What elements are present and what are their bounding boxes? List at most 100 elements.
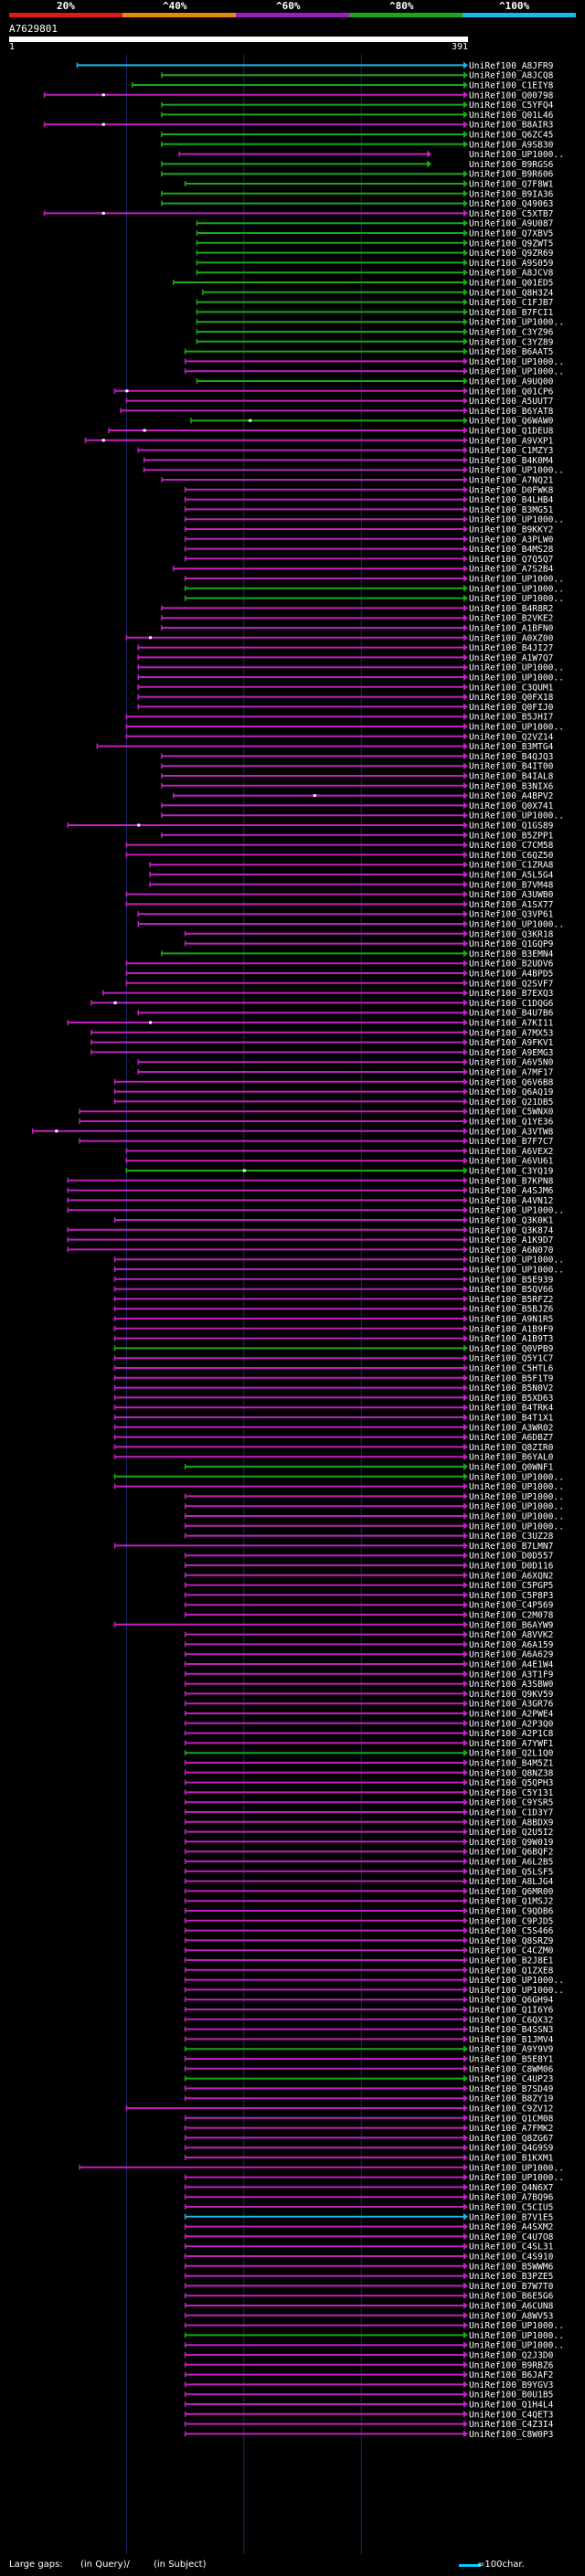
hit-row[interactable]: UniRef100_Q2U5I2 bbox=[184, 1828, 554, 1838]
hit-label[interactable]: UniRef100_Q1ZXE8 bbox=[469, 1966, 554, 1976]
hit-row[interactable]: UniRef100_Q2L1Q0 bbox=[184, 1749, 554, 1759]
hit-row[interactable]: UniRef100_C8WM06 bbox=[184, 2064, 554, 2074]
hit-label[interactable]: UniRef100_Q5Y1C7 bbox=[469, 1354, 554, 1364]
hit-row[interactable]: UniRef100_C1EIY8 bbox=[132, 81, 554, 91]
hit-row[interactable]: UniRef100_Q1DEU8 bbox=[108, 427, 554, 437]
hit-label[interactable]: UniRef100_Q8SRZ9 bbox=[469, 1936, 554, 1946]
hit-row[interactable]: UniRef100_Q6ZC45 bbox=[161, 131, 554, 141]
hit-label[interactable]: UniRef100_Q1I6Y6 bbox=[469, 2006, 554, 2016]
hit-row[interactable]: UniRef100_C5HTL6 bbox=[113, 1364, 554, 1374]
hit-row[interactable]: UniRef100_B6YAT8 bbox=[120, 407, 554, 417]
hit-row[interactable]: UniRef100_A9EMG3 bbox=[90, 1048, 554, 1058]
hit-label[interactable]: UniRef100_A6V5N0 bbox=[469, 1058, 554, 1068]
hit-label[interactable]: UniRef100_Q01CP6 bbox=[469, 387, 554, 397]
hit-label[interactable]: UniRef100_B4TRK4 bbox=[469, 1404, 554, 1414]
hit-label[interactable]: UniRef100_C2M078 bbox=[469, 1611, 554, 1621]
hit-label[interactable]: UniRef100_A8JCQ8 bbox=[469, 71, 554, 81]
hit-label[interactable]: UniRef100_Q6AQ19 bbox=[469, 1087, 554, 1097]
hit-label[interactable]: UniRef100_A8JFR9 bbox=[469, 61, 554, 71]
hit-row[interactable]: UniRef100_C4U7O8 bbox=[184, 2232, 554, 2242]
hit-label[interactable]: UniRef100_Q1GS89 bbox=[469, 822, 554, 832]
hit-label[interactable]: UniRef100_Q2VZ14 bbox=[469, 732, 554, 742]
hit-label[interactable]: UniRef100_A4SJM6 bbox=[469, 1186, 554, 1196]
hit-label[interactable]: UniRef100_A0XZ00 bbox=[469, 633, 554, 643]
hit-label[interactable]: UniRef100_A5L5G4 bbox=[469, 871, 554, 881]
hit-row[interactable]: UniRef100_C5S466 bbox=[184, 1926, 554, 1936]
hit-label[interactable]: UniRef100_A4BPD5 bbox=[469, 970, 553, 980]
hit-label[interactable]: UniRef100_B3MG51 bbox=[469, 505, 554, 515]
hit-row[interactable]: UniRef100_Q7XBV5 bbox=[196, 229, 553, 239]
hit-row[interactable]: UniRef100_C1DQG6 bbox=[90, 999, 554, 1009]
hit-row[interactable]: UniRef100_Q01L46 bbox=[161, 111, 554, 121]
hit-row[interactable]: UniRef100_A4BPV2 bbox=[172, 791, 554, 801]
hit-label[interactable]: UniRef100_A7FMK2 bbox=[469, 2124, 553, 2134]
hit-label[interactable]: UniRef100_C4CZM0 bbox=[469, 1946, 554, 1956]
hit-label[interactable]: UniRef100_UP1000.. bbox=[469, 2163, 564, 2173]
hit-label[interactable]: UniRef100_B8AIR3 bbox=[469, 121, 554, 131]
hit-row[interactable]: UniRef100_UP1000.. bbox=[137, 673, 564, 684]
hit-label[interactable]: UniRef100_B5N0V2 bbox=[469, 1383, 553, 1394]
hit-label[interactable]: UniRef100_Q3K0K1 bbox=[469, 1216, 554, 1226]
hit-label[interactable]: UniRef100_C3YQ19 bbox=[469, 1167, 554, 1177]
hit-label[interactable]: UniRef100_B4MS28 bbox=[469, 545, 554, 555]
hit-label[interactable]: UniRef100_Q1MSJ2 bbox=[469, 1897, 553, 1907]
hit-label[interactable]: UniRef100_C6QX32 bbox=[469, 2015, 553, 2025]
hit-row[interactable]: UniRef100_A8JFR9 bbox=[76, 61, 554, 71]
hit-row[interactable]: UniRef100_B9R606 bbox=[161, 170, 554, 180]
hit-row[interactable]: UniRef100_B7W7T0 bbox=[184, 2282, 554, 2292]
hit-label[interactable]: UniRef100_UP1000.. bbox=[469, 663, 564, 673]
hit-row[interactable]: UniRef100_Q2J3D0 bbox=[184, 2351, 554, 2361]
hit-label[interactable]: UniRef100_Q6BQF2 bbox=[469, 1848, 553, 1858]
hit-label[interactable]: UniRef100_A9U087 bbox=[469, 219, 554, 229]
hit-label[interactable]: UniRef100_UP1000.. bbox=[469, 1482, 564, 1492]
hit-label[interactable]: UniRef100_B5QV66 bbox=[469, 1285, 554, 1295]
hit-row[interactable]: UniRef100_B4TRK4 bbox=[113, 1404, 554, 1414]
hit-label[interactable]: UniRef100_C5WNX0 bbox=[469, 1108, 554, 1118]
hit-row[interactable]: UniRef100_UP1000.. bbox=[184, 2331, 564, 2341]
hit-row[interactable]: UniRef100_B4R8R2 bbox=[161, 604, 554, 614]
hit-label[interactable]: UniRef100_B5WWM6 bbox=[469, 2262, 554, 2272]
hit-row[interactable]: UniRef100_B6AYW9 bbox=[113, 1620, 554, 1630]
hit-row[interactable]: UniRef100_Q7Q5Q7 bbox=[184, 555, 554, 565]
hit-label[interactable]: UniRef100_A1SX77 bbox=[469, 900, 554, 910]
hit-label[interactable]: UniRef100_Q1YE36 bbox=[469, 1118, 554, 1128]
hit-row[interactable]: UniRef100_A3WR02 bbox=[113, 1423, 554, 1433]
hit-row[interactable]: UniRef100_B7KPN8 bbox=[67, 1176, 554, 1186]
hit-label[interactable]: UniRef100_A8WV53 bbox=[469, 2311, 554, 2321]
hit-row[interactable]: UniRef100_Q2SVF7 bbox=[125, 979, 554, 989]
hit-label[interactable]: UniRef100_A6L2B5 bbox=[469, 1858, 553, 1868]
hit-label[interactable]: UniRef100_C3YZ89 bbox=[469, 337, 554, 347]
hit-label[interactable]: UniRef100_C5CIU5 bbox=[469, 2203, 553, 2213]
hit-label[interactable]: UniRef100_B4JI27 bbox=[469, 643, 554, 653]
hit-label[interactable]: UniRef100_A6A159 bbox=[469, 1640, 554, 1650]
hit-label[interactable]: UniRef100_B4IT00 bbox=[469, 762, 554, 772]
hit-label[interactable]: UniRef100_C5HTL6 bbox=[469, 1364, 554, 1374]
hit-row[interactable]: UniRef100_B4U7B6 bbox=[137, 1009, 554, 1019]
hit-row[interactable]: UniRef100_UP1000.. bbox=[113, 1266, 564, 1276]
hit-row[interactable]: UniRef100_Q0WNF1 bbox=[184, 1463, 554, 1473]
hit-row[interactable]: UniRef100_B3EMN4 bbox=[161, 949, 554, 959]
hit-row[interactable]: UniRef100_B3NIX6 bbox=[161, 781, 554, 791]
hit-label[interactable]: UniRef100_A9VXP1 bbox=[469, 436, 554, 446]
hit-row[interactable]: UniRef100_UP1000.. bbox=[184, 594, 564, 604]
hit-row[interactable]: UniRef100_A4VN12 bbox=[67, 1196, 553, 1206]
hit-label[interactable]: UniRef100_C1ZRA8 bbox=[469, 861, 554, 871]
hit-row[interactable]: UniRef100_A8WV53 bbox=[184, 2311, 554, 2321]
hit-label[interactable]: UniRef100_B6AYW9 bbox=[469, 1620, 554, 1630]
hit-row[interactable]: UniRef100_B0U1B5 bbox=[184, 2390, 554, 2401]
hit-label[interactable]: UniRef100_Q7XBV5 bbox=[469, 229, 553, 239]
hit-row[interactable]: UniRef100_C4SL31 bbox=[184, 2242, 554, 2253]
hit-row[interactable]: UniRef100_C1FJB7 bbox=[196, 298, 554, 308]
hit-row[interactable]: UniRef100_C4QET3 bbox=[184, 2410, 554, 2420]
hit-row[interactable]: UniRef100_A1B9F9 bbox=[113, 1324, 554, 1334]
hit-row[interactable]: UniRef100_D0D116 bbox=[184, 1562, 554, 1572]
hit-row[interactable]: UniRef100_B5E8Y1 bbox=[184, 2055, 554, 2065]
hit-row[interactable]: UniRef100_A6A629 bbox=[184, 1650, 554, 1660]
hit-label[interactable]: UniRef100_B2UDV6 bbox=[469, 959, 554, 970]
hit-row[interactable]: UniRef100_UP1000.. bbox=[143, 466, 564, 476]
hit-row[interactable]: UniRef100_B4LHB4 bbox=[184, 495, 554, 505]
hit-label[interactable]: UniRef100_Q0FIJ0 bbox=[469, 703, 554, 713]
hit-label[interactable]: UniRef100_B9KKY2 bbox=[469, 525, 553, 535]
hit-label[interactable]: UniRef100_Q1CM08 bbox=[469, 2114, 554, 2124]
hit-row[interactable]: UniRef100_B3PZE5 bbox=[184, 2272, 554, 2282]
